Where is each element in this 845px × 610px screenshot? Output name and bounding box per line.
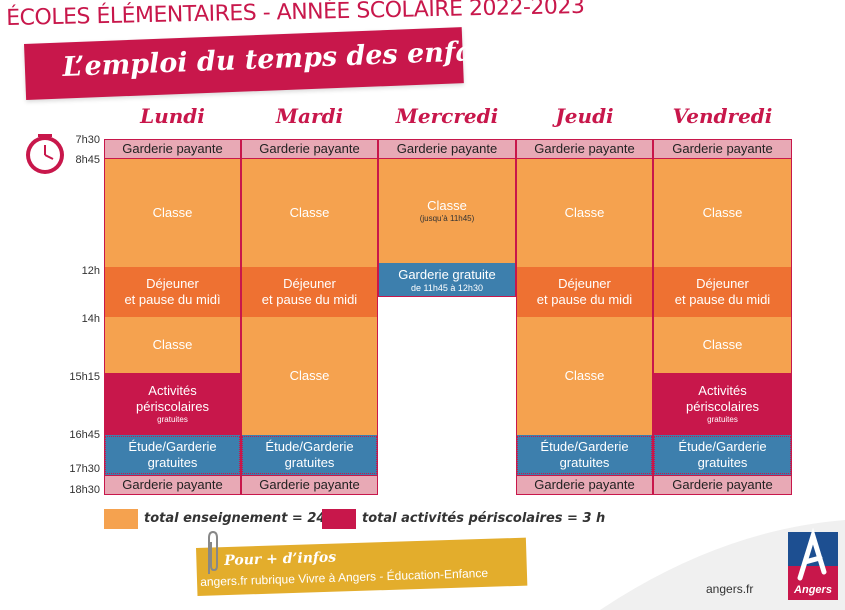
lundi-dejeuner: Déjeuner et pause du midì [104,267,241,317]
site-url[interactable]: angers.fr [706,582,754,596]
lundi-activites: Activités périscolaires gratuites [104,373,241,435]
lundi-classe-apresmidi: Classe [104,317,241,373]
mercredi-classe: Classe (jusqu’à 11h45) [378,159,516,263]
lundi-garderie-soir: Garderie payante [104,475,241,495]
paperclip-icon [208,530,218,574]
legend-enseignement: total enseignement = 24h [144,511,335,526]
time-label-1730: 17h30 [69,463,100,475]
jeudi-dejeuner: Déjeuner et pause du midi [516,267,653,317]
time-label-1645: 16h45 [69,429,100,441]
mardi-classe-apresmidi: Classe [241,317,378,435]
day-header-vendredi: Vendredi [672,104,773,128]
mardi-classe-matin: Classe [241,159,378,267]
mardi-etude: Étude/Garderie gratuites [241,435,378,475]
mardi-garderie-matin: Garderie payante [241,139,378,159]
legend-swatch-activites [322,509,356,529]
time-label-1515: 15h15 [69,371,100,383]
day-header-jeudi: Jeudi [555,104,614,128]
vendredi-garderie-soir: Garderie payante [653,475,792,495]
vendredi-activites: Activités périscolaires gratuites [653,373,792,435]
mercredi-garderie-matin: Garderie payante [378,139,516,159]
vendredi-garderie-matin: Garderie payante [653,139,792,159]
day-header-mardi: Mardi [275,104,344,128]
clock-icon [26,134,64,174]
time-label-0730: 7h30 [75,134,100,146]
legend-activites: total activités périscolaires = 3 h [362,511,606,526]
legend-swatch-enseignement [104,509,138,529]
jeudi-etude: Étude/Garderie gratuites [516,435,653,475]
time-label-1200: 12h [81,265,100,277]
mercredi-garderie-gratuite: Garderie gratuite de 11h45 à 12h30 [378,263,516,297]
jeudi-classe-apresmidi: Classe [516,317,653,435]
vendredi-classe-apresmidi: Classe [653,317,792,373]
vendredi-etude: Étude/Garderie gratuites [653,435,792,475]
lundi-garderie-matin: Garderie payante [104,139,241,159]
vendredi-classe-matin: Classe [653,159,792,267]
mardi-dejeuner: Déjeuner et pause du midi [241,267,378,317]
decorative-swoosh [600,520,845,610]
time-label-0845: 8h45 [75,154,100,166]
lundi-etude: Étude/Garderie gratuites [104,435,241,475]
lundi-classe-matin: Classe [104,159,241,267]
day-header-lundi: Lundi [140,104,205,128]
jeudi-garderie-matin: Garderie payante [516,139,653,159]
angers-logo-a-icon [797,528,827,581]
time-label-1400: 14h [81,313,100,325]
jeudi-classe-matin: Classe [516,159,653,267]
vendredi-dejeuner: Déjeuner et pause du midi [653,267,792,317]
jeudi-garderie-soir: Garderie payante [516,475,653,495]
day-header-mercredi: Mercredi [395,104,499,128]
angers-logo-text: Angers [794,584,832,596]
mardi-garderie-soir: Garderie payante [241,475,378,495]
school-year-title: ÉCOLES ÉLÉMENTAIRES - ANNÉE SCOLAIRE 202… [6,0,585,31]
time-label-1830: 18h30 [69,484,100,496]
